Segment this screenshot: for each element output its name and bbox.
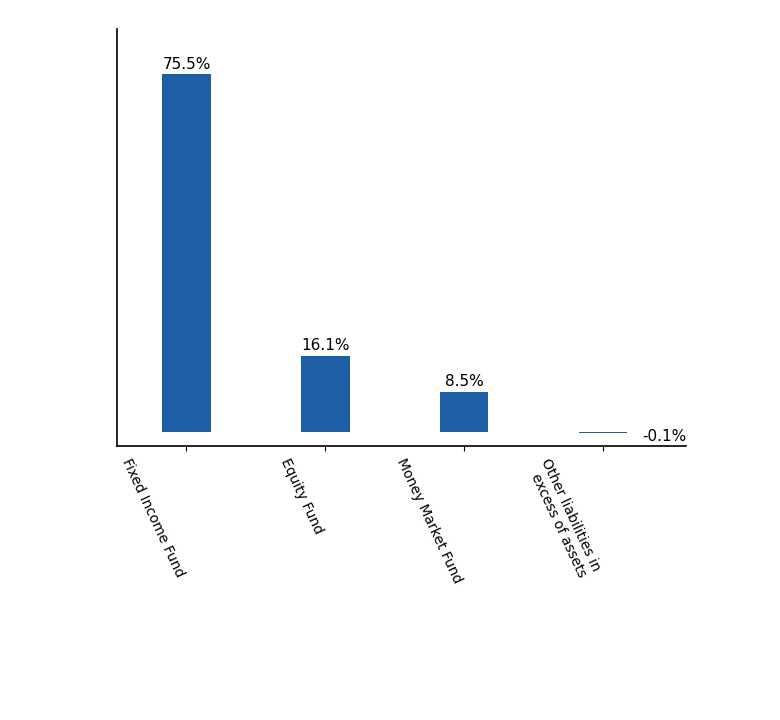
Text: 8.5%: 8.5% xyxy=(445,374,484,390)
Text: -0.1%: -0.1% xyxy=(642,429,686,444)
Text: 75.5%: 75.5% xyxy=(162,56,211,71)
Bar xyxy=(301,356,349,432)
Bar xyxy=(162,74,211,432)
Text: 16.1%: 16.1% xyxy=(301,338,349,354)
Bar xyxy=(440,392,488,432)
